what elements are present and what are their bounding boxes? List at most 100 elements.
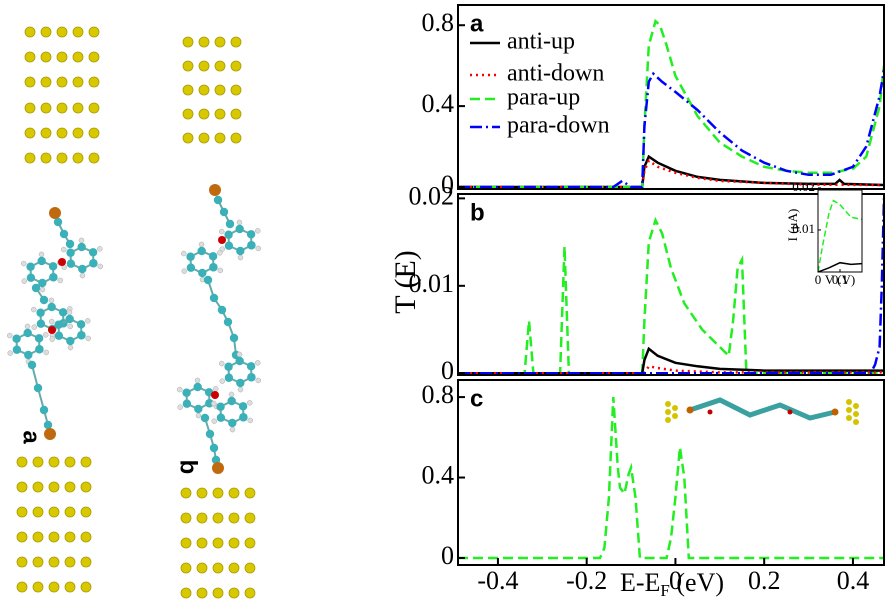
gold-atom bbox=[33, 532, 43, 542]
gold-atom bbox=[213, 488, 223, 498]
gold-atom bbox=[33, 482, 43, 492]
gold-atom bbox=[65, 507, 75, 517]
gold-atom bbox=[197, 563, 207, 573]
gold-atom bbox=[229, 488, 239, 498]
hydrogen-atom bbox=[85, 318, 90, 323]
gold-atom bbox=[181, 563, 191, 573]
hydrogen-atom bbox=[220, 379, 225, 384]
gold-atom bbox=[17, 582, 27, 592]
hydrogen-atom bbox=[212, 419, 217, 424]
gold-atom bbox=[199, 109, 209, 119]
hydrogen-atom bbox=[49, 298, 54, 303]
gold-atom bbox=[197, 513, 207, 523]
inset-molecule bbox=[665, 399, 859, 425]
gold-atom bbox=[213, 588, 223, 598]
bond bbox=[205, 418, 216, 460]
y-tick-label: 0 bbox=[441, 541, 454, 570]
legend-label: anti-down bbox=[507, 61, 604, 87]
hydrogen-atom bbox=[40, 287, 45, 292]
carbon-atom bbox=[26, 263, 34, 271]
carbon-atom bbox=[77, 320, 85, 328]
carbon-atom bbox=[236, 247, 244, 255]
carbon-atom bbox=[60, 230, 68, 238]
carbon-atom bbox=[235, 225, 243, 233]
hydrogen-atom bbox=[199, 242, 204, 247]
br-atom bbox=[49, 207, 61, 219]
carbon-atom bbox=[34, 384, 42, 392]
carbon-atom bbox=[239, 402, 247, 410]
hydrogen-atom bbox=[49, 319, 54, 324]
br-atom bbox=[212, 462, 224, 474]
gold-atom bbox=[41, 27, 51, 37]
gold-atom bbox=[245, 588, 255, 598]
gold-atom bbox=[17, 557, 27, 567]
gold-atom bbox=[17, 457, 27, 467]
gold-atom bbox=[57, 27, 67, 37]
gold-atom bbox=[49, 482, 59, 492]
y-tick-label: 0.4 bbox=[422, 89, 455, 118]
hydrogen-atom bbox=[86, 336, 91, 341]
structure-label: a bbox=[18, 430, 45, 444]
gold-atom bbox=[57, 153, 67, 163]
gold-atom bbox=[57, 128, 67, 138]
gold-atom bbox=[25, 27, 35, 37]
o-atom bbox=[58, 258, 66, 266]
gold-atom bbox=[73, 103, 83, 113]
carbon-atom bbox=[204, 276, 212, 284]
gold-atom bbox=[49, 507, 59, 517]
y-tick-label: 0.02 bbox=[409, 181, 455, 210]
panel-label: c bbox=[470, 385, 483, 412]
br-atom bbox=[44, 428, 56, 440]
carbon-atom bbox=[230, 334, 238, 342]
bond bbox=[32, 365, 48, 425]
carbon-atom bbox=[210, 444, 218, 452]
y-axis-label: T (E) bbox=[389, 250, 422, 314]
gold-atom bbox=[57, 77, 67, 87]
hydrogen-atom bbox=[182, 269, 187, 274]
gold-atom bbox=[231, 109, 241, 119]
gold-atom bbox=[25, 128, 35, 138]
carbon-atom bbox=[24, 351, 32, 359]
x-axis-label: E-EF (eV) bbox=[620, 568, 724, 599]
hydrogen-atom bbox=[217, 250, 222, 255]
hydrogen-atom bbox=[31, 307, 36, 312]
hydrogen-atom bbox=[7, 333, 12, 338]
chart-panel: 00.40.8aanti-upanti-downpara-uppara-down bbox=[422, 5, 885, 199]
carbon-atom bbox=[66, 240, 74, 248]
gold-atom bbox=[197, 538, 207, 548]
hydrogen-atom bbox=[196, 413, 201, 418]
carbon-atom bbox=[77, 243, 85, 251]
gold-atom bbox=[17, 482, 27, 492]
carbon-atom bbox=[35, 334, 43, 342]
hydrogen-atom bbox=[43, 332, 48, 337]
x-tick-label: 0 bbox=[815, 272, 822, 287]
carbon-atom bbox=[247, 230, 255, 238]
gold-atom bbox=[25, 153, 35, 163]
gold-atom bbox=[49, 457, 59, 467]
carbon-atom bbox=[224, 231, 232, 239]
carbon-atom bbox=[193, 383, 201, 391]
chart-panel: 00.010.02bT (E) bbox=[389, 181, 884, 385]
panel-label: b bbox=[470, 199, 485, 226]
carbon-atom bbox=[40, 406, 48, 414]
gold-atom bbox=[89, 77, 99, 87]
gold-atom bbox=[199, 37, 209, 47]
hydrogen-atom bbox=[211, 401, 216, 406]
gold-atom bbox=[197, 488, 207, 498]
carbon-atom bbox=[36, 309, 44, 317]
gold-atom bbox=[231, 133, 241, 143]
hydrogen-atom bbox=[68, 345, 73, 350]
gold-atom bbox=[215, 37, 225, 47]
gold-atom bbox=[181, 488, 191, 498]
gold-atom bbox=[17, 532, 27, 542]
hydrogen-atom bbox=[61, 247, 66, 252]
x-label-unit: (eV) bbox=[670, 568, 724, 597]
gold-atom bbox=[181, 513, 191, 523]
molecular-structures bbox=[7, 27, 261, 598]
gold-atom bbox=[229, 588, 239, 598]
gold-atom bbox=[73, 128, 83, 138]
hydrogen-atom bbox=[238, 387, 243, 392]
carbon-atom bbox=[247, 241, 255, 249]
carbon-atom bbox=[239, 413, 247, 421]
